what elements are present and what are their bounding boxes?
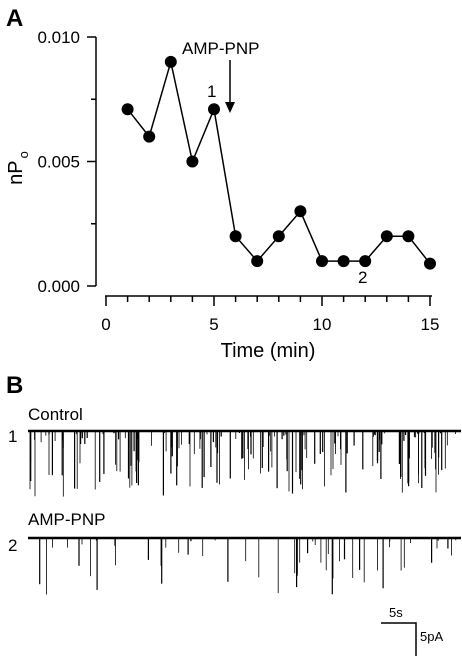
data-point <box>402 230 415 243</box>
data-point <box>380 230 393 243</box>
trace-control-number: 1 <box>8 427 17 446</box>
scale-bar-time-label: 5s <box>389 605 403 620</box>
data-point <box>251 255 264 268</box>
y-axis-title-subscript: o <box>16 151 31 158</box>
data-point <box>121 103 134 116</box>
amp-pnp-annotation: AMP-PNP <box>182 39 259 58</box>
trace-amp-pnp-events <box>39 538 457 595</box>
x-tick-label: 0 <box>101 315 110 334</box>
data-point <box>164 55 177 68</box>
scale-bar-current-label: 5pA <box>420 629 443 644</box>
trace-control-events <box>29 431 456 497</box>
data-point <box>208 103 220 116</box>
data-point <box>186 155 199 168</box>
x-ticks: 0 5 10 15 <box>101 296 439 334</box>
y-ticks: 0.000 0.005 0.010 <box>37 28 96 296</box>
data-point <box>316 255 328 268</box>
y-tick-label: 0.000 <box>37 277 80 296</box>
data-point <box>359 255 372 268</box>
trace-amp-pnp-number: 2 <box>8 536 17 555</box>
data-point <box>229 230 242 243</box>
svg-text:nPo: nP o <box>5 151 31 185</box>
panel-b-letter: B <box>6 372 23 399</box>
annotation-arrow-head <box>225 102 235 113</box>
scale-bar-lines <box>381 622 417 656</box>
x-tick-label: 10 <box>313 315 332 334</box>
data-point <box>424 257 436 270</box>
x-tick-label: 5 <box>209 315 218 334</box>
chart-area: 0.000 0.005 0.010 0 5 10 15 Time (min) nP o AM… <box>5 28 439 362</box>
data-point <box>143 130 156 143</box>
y-tick-label: 0.005 <box>37 153 80 172</box>
trace-control: Control 1 <box>8 405 461 497</box>
point-label-2: 2 <box>358 268 367 287</box>
x-axis-title: Time (min) <box>221 340 316 362</box>
point-label-1: 1 <box>207 82 216 101</box>
data-point <box>337 255 350 268</box>
data-point <box>272 230 285 243</box>
trace-amp-pnp: AMP-PNP 2 <box>8 510 461 595</box>
y-tick-label: 0.010 <box>37 28 80 47</box>
y-axis-title: nP o <box>5 151 31 185</box>
scale-bar: 5s 5pA <box>381 605 443 656</box>
data-point <box>294 205 307 218</box>
trace-amp-pnp-label: AMP-PNP <box>28 510 105 529</box>
series-points <box>121 55 436 270</box>
x-tick-label: 15 <box>421 315 440 334</box>
panel-a-letter: A <box>6 5 23 32</box>
y-axis-title-main: nP <box>5 160 27 184</box>
trace-control-label: Control <box>28 405 83 424</box>
